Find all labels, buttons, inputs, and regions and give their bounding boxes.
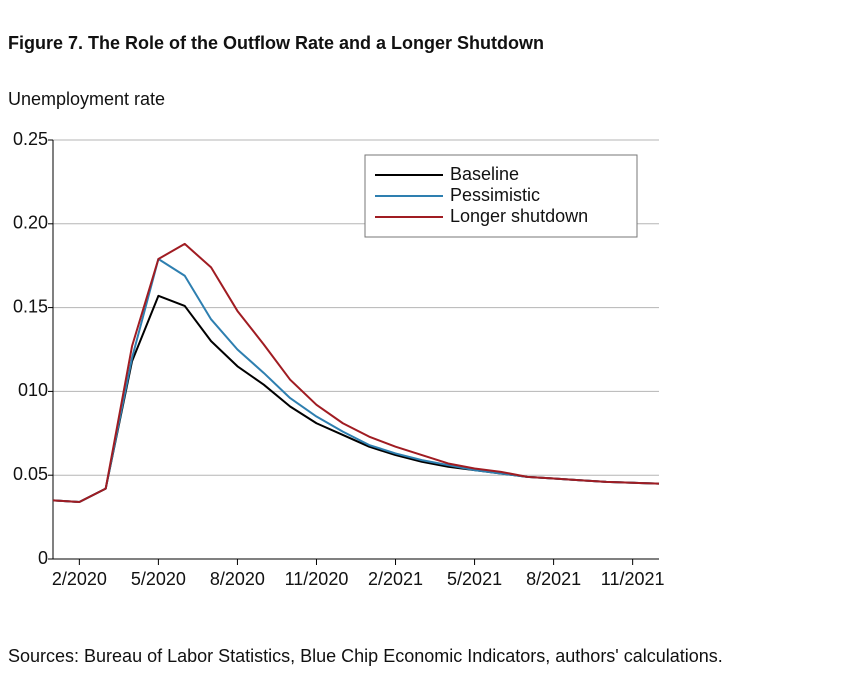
x-tick-label: 11/2021 <box>601 569 665 589</box>
x-tick-label: 11/2020 <box>285 569 349 589</box>
x-tick-label: 5/2020 <box>131 569 186 589</box>
series-line <box>52 242 660 504</box>
y-tick-label: 0.25 <box>13 129 48 149</box>
x-tick-label: 5/2021 <box>447 569 502 589</box>
series-line <box>52 257 660 504</box>
legend-label: Baseline <box>450 164 519 184</box>
source-note: Sources: Bureau of Labor Statistics, Blu… <box>8 646 723 666</box>
legend-label: Pessimistic <box>450 185 540 205</box>
legend-label: Longer shutdown <box>450 206 588 226</box>
y-axis-label: Unemployment rate <box>8 89 165 109</box>
y-tick-label: 0 <box>38 548 48 568</box>
y-tick-label: 0.20 <box>13 213 48 233</box>
x-tick-label: 2/2020 <box>52 569 107 589</box>
y-tick-label: 0.15 <box>13 296 48 316</box>
chart-title: Figure 7. The Role of the Outflow Rate a… <box>8 33 544 53</box>
series-line <box>52 294 660 504</box>
y-tick-label: 010 <box>18 380 48 400</box>
x-tick-label: 8/2020 <box>210 569 265 589</box>
x-tick-label: 2/2021 <box>368 569 423 589</box>
x-tick-label: 8/2021 <box>526 569 581 589</box>
y-tick-label: 0.05 <box>13 464 48 484</box>
